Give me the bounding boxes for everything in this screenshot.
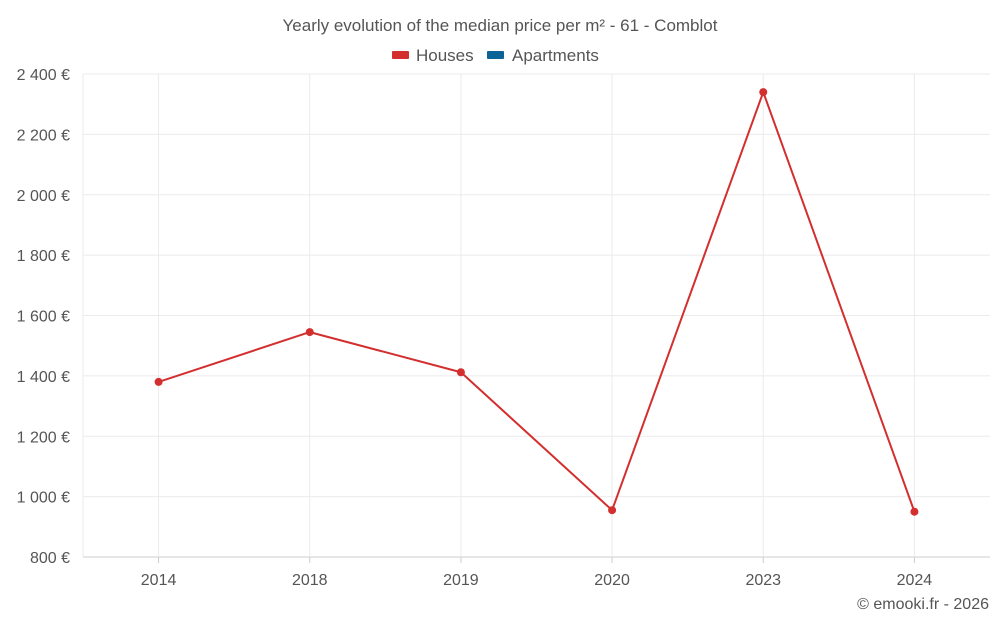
x-tick-label: 2014 [141,572,177,589]
houses-line [158,91,916,513]
houses-point-2019[interactable] [456,368,465,377]
legend-swatch-apartments [487,51,504,59]
x-tick-label: 2024 [897,572,933,589]
y-tick-label: 1 000 € [17,490,70,507]
houses-point-2024[interactable] [910,507,919,516]
y-tick-label: 2 400 € [17,67,70,84]
legend-label-houses: Houses [416,46,474,65]
chart-title: Yearly evolution of the median price per… [283,16,718,35]
legend-swatch-houses [392,51,409,59]
legend-item-houses[interactable]: Houses [392,46,474,65]
y-tick-label: 2 000 € [17,188,70,205]
x-tick-label: 2023 [745,572,781,589]
legend: Houses Apartments [392,46,599,65]
legend-label-apartments: Apartments [512,46,599,65]
series-houses [154,88,919,516]
y-tick-label: 2 200 € [17,127,70,144]
y-axis: 800 € 1 000 € 1 200 € 1 400 € 1 600 € 1 800 €… [17,67,70,567]
credit-text: © emooki.fr - 2026 [857,596,989,613]
y-tick-label: 1 600 € [17,309,70,326]
houses-point-2020[interactable] [608,506,617,515]
houses-point-2018[interactable] [305,328,314,337]
y-tick-label: 1 200 € [17,429,70,446]
x-tick-label: 2019 [443,572,479,589]
legend-item-apartments[interactable]: Apartments [487,46,599,65]
x-tick-label: 2018 [292,572,328,589]
y-tick-label: 1 400 € [17,369,70,386]
houses-point-2023[interactable] [759,88,768,97]
y-tick-label: 800 € [30,550,70,567]
x-axis: 2014 2018 2019 2020 2023 2024 [141,557,933,589]
houses-point-2014[interactable] [154,377,163,386]
x-tick-label: 2020 [594,572,630,589]
y-tick-label: 1 800 € [17,248,70,265]
grid [82,73,990,558]
